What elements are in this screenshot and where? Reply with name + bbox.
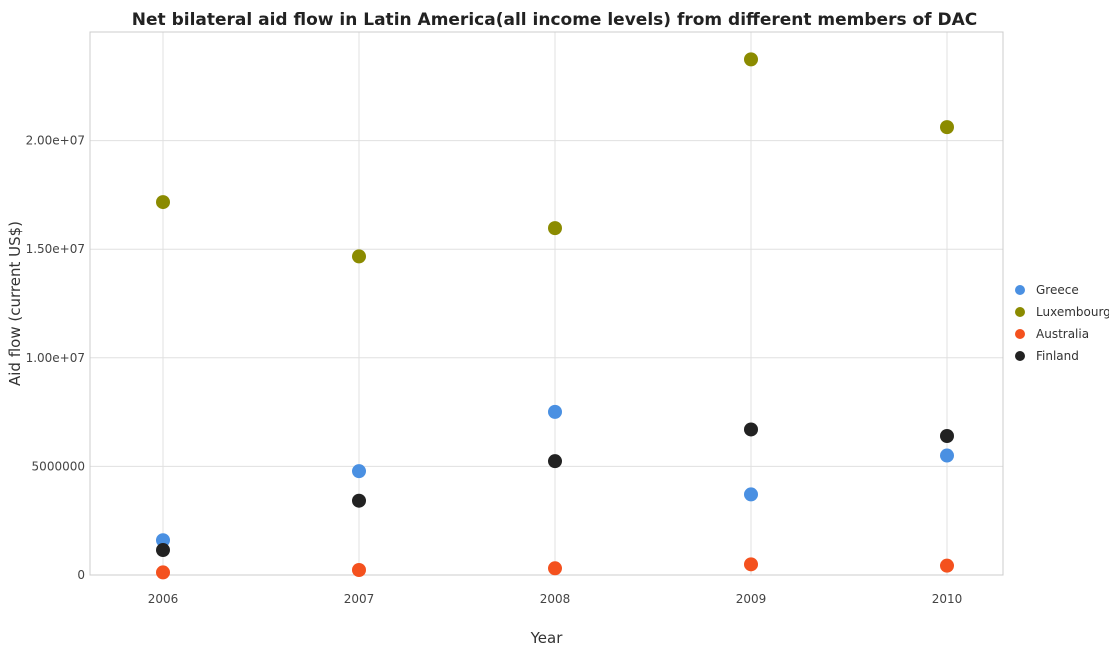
y-tick-label: 5000000 [32, 459, 85, 473]
y-tick-label: 1.50e+07 [26, 242, 85, 256]
plot-frame [89, 31, 1004, 576]
legend-label-finland: Finland [1036, 349, 1079, 363]
x-tick-labels: 2006 2007 2008 2009 2010 [148, 592, 963, 606]
x-tick-label: 2010 [932, 592, 963, 606]
data-point-luxembourg [940, 120, 954, 135]
data-point-luxembourg [352, 249, 366, 264]
legend-label-luxembourg: Luxembourg [1036, 305, 1109, 319]
data-point-australia [156, 565, 170, 580]
legend-label-australia: Australia [1036, 327, 1089, 341]
data-point-australia [940, 558, 954, 573]
data-point-greece [156, 533, 170, 548]
x-axis-label: Year [530, 629, 564, 647]
legend: Greece Luxembourg Australia Finland [1015, 283, 1109, 363]
data-point-australia [548, 561, 562, 576]
x-tick-label: 2007 [344, 592, 375, 606]
data-point-greece [940, 448, 954, 463]
data-point-luxembourg [548, 221, 562, 236]
y-axis-label: Aid flow (current US$) [6, 221, 24, 386]
data-point-finland [548, 454, 562, 469]
data-point-australia [744, 557, 758, 572]
data-point-luxembourg [744, 52, 758, 67]
y-tick-label: 1.00e+07 [26, 351, 85, 365]
data-point-greece [352, 464, 366, 479]
x-tick-label: 2009 [736, 592, 767, 606]
data-points [156, 52, 954, 580]
data-point-finland [156, 543, 170, 558]
data-point-greece [744, 487, 758, 502]
legend-label-greece: Greece [1036, 283, 1079, 297]
legend-marker-luxembourg [1015, 307, 1025, 317]
chart-title: Net bilateral aid flow in Latin America(… [131, 10, 978, 30]
data-point-greece [548, 404, 562, 419]
data-point-finland [744, 422, 758, 437]
x-tick-label: 2006 [148, 592, 179, 606]
data-point-finland [940, 428, 954, 443]
legend-marker-greece [1015, 285, 1025, 295]
grid-lines [90, 32, 1003, 576]
data-point-finland [352, 493, 366, 508]
y-tick-label: 2.00e+07 [26, 134, 85, 148]
data-point-luxembourg [156, 195, 170, 210]
data-point-australia [352, 563, 366, 578]
x-tick-label: 2008 [540, 592, 571, 606]
legend-marker-finland [1015, 351, 1025, 361]
y-tick-labels: 0 5000000 1.00e+07 1.50e+07 2.00e+07 [26, 134, 85, 582]
legend-marker-australia [1015, 329, 1025, 339]
axes [89, 31, 1004, 576]
y-tick-label: 0 [77, 568, 85, 582]
